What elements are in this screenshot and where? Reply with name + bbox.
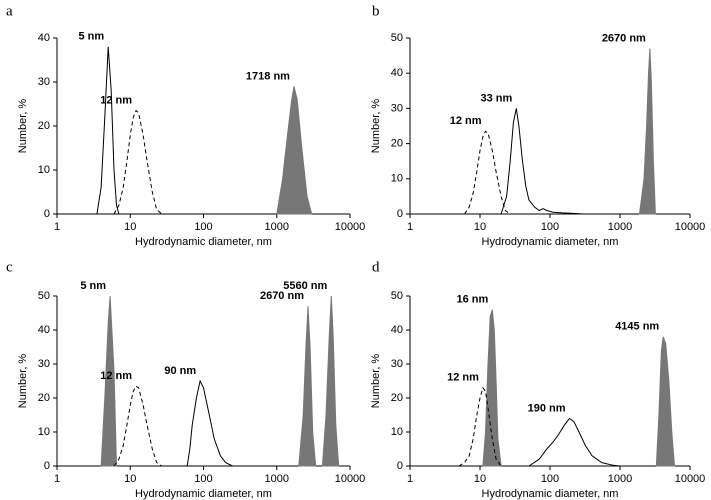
y-axis-label: Number, % [17,99,29,154]
area [321,295,340,467]
y-tick-label: 30 [38,358,50,370]
peak-label: 190 nm [528,402,566,414]
line [528,417,621,467]
x-tick-label: 100 [194,221,212,233]
peak-label: 12 nm [100,95,132,107]
y-tick-label: 10 [391,426,403,438]
y-tick-label: 50 [391,32,403,44]
line [113,385,163,467]
peak-label: 33 nm [480,92,512,104]
area [655,336,676,467]
y-tick-label: 0 [44,208,50,220]
y-tick-label: 0 [397,460,403,472]
line [96,46,120,215]
x-tick-label: 1000 [265,473,289,485]
x-tick-label: 10 [124,473,136,485]
x-tick-label: 10000 [675,221,706,233]
y-tick-label: 30 [38,76,50,88]
peak-label: 5560 nm [283,280,327,292]
x-tick-label: 10 [474,221,486,233]
y-tick-label: 50 [391,290,403,302]
x-tick-label: 10000 [335,473,366,485]
y-axis-label: Number, % [17,354,29,409]
area [298,306,317,467]
line [113,109,163,215]
line [500,108,584,215]
x-tick-label: 10 [124,221,136,233]
y-tick-label: 10 [38,164,50,176]
area [276,86,313,215]
x-tick-label: 1000 [265,221,289,233]
x-tick-label: 100 [194,473,212,485]
x-tick-label: 1 [54,473,60,485]
area [482,309,502,467]
y-axis-label: Number, % [370,99,382,154]
x-axis-label: Hydrodynamic diameter, nm [135,236,272,248]
y-tick-label: 30 [391,102,403,114]
x-tick-label: 1 [407,221,413,233]
peak-label: 2670 nm [602,32,646,44]
line [186,379,233,467]
y-tick-label: 30 [391,358,403,370]
peak-label: 1718 nm [246,70,290,82]
peak-label: 5 nm [79,31,105,43]
y-tick-label: 50 [38,290,50,302]
x-tick-label: 10 [474,473,486,485]
x-tick-label: 100 [541,473,559,485]
peak-label: 4145 nm [615,321,659,333]
y-tick-label: 20 [38,120,50,132]
area [100,295,118,467]
x-tick-label: 10000 [675,473,706,485]
y-tick-label: 20 [38,392,50,404]
area [638,48,656,215]
y-tick-label: 40 [38,324,50,336]
peak-label: 5 nm [80,280,106,292]
x-axis-label: Hydrodynamic diameter, nm [482,236,619,248]
panel-label: d [372,259,380,275]
y-tick-label: 40 [391,67,403,79]
panel-label: c [6,259,13,275]
x-tick-label: 1000 [608,221,632,233]
panel-label: a [6,3,13,19]
x-axis-label: Hydrodynamic diameter, nm [482,488,619,500]
y-tick-label: 20 [391,138,403,150]
x-tick-label: 10000 [335,221,366,233]
x-axis-label: Hydrodynamic diameter, nm [135,488,272,500]
x-tick-label: 100 [541,221,559,233]
peak-label: 12 nm [450,115,482,127]
peak-label: 12 nm [100,370,132,382]
x-tick-label: 1 [54,221,60,233]
x-tick-label: 1 [407,473,413,485]
line [464,130,511,215]
y-axis-label: Number, % [370,354,382,409]
panel-label: b [372,3,380,19]
y-tick-label: 0 [44,460,50,472]
y-tick-label: 40 [391,324,403,336]
y-tick-label: 20 [391,392,403,404]
peak-label: 2670 nm [260,290,304,302]
y-tick-label: 40 [38,32,50,44]
peak-label: 90 nm [164,365,196,377]
y-tick-label: 10 [391,173,403,185]
line [458,386,502,467]
peak-label: 16 nm [457,294,489,306]
y-tick-label: 10 [38,426,50,438]
peak-label: 12 nm [447,372,479,384]
x-tick-label: 1000 [608,473,632,485]
y-tick-label: 0 [397,208,403,220]
